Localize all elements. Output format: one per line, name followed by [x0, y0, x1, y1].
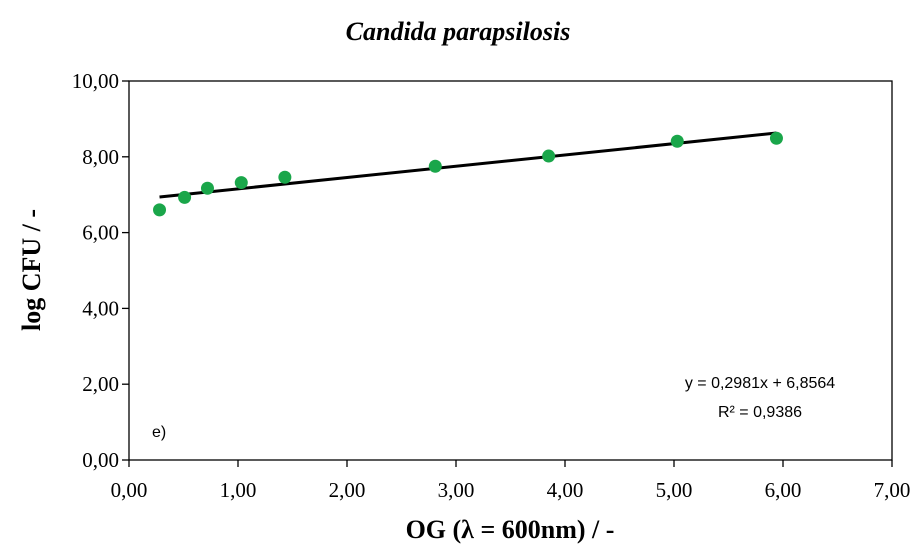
r-squared-label: R² = 0,9386 — [718, 404, 802, 421]
plot-area: 0,00 2,00 4,00 6,00 8,00 10,00 0,00 1,00 2,00 3,0… — [72, 69, 911, 502]
x-tick-label: 7,00 — [874, 478, 911, 502]
x-tick-label: 3,00 — [438, 478, 475, 502]
chart-title: Candida parapsilosis — [346, 17, 571, 46]
data-point — [234, 176, 248, 190]
data-point — [542, 149, 556, 163]
trendline-equation: y = 0,2981x + 6,8564 — [685, 375, 835, 392]
data-point — [200, 181, 214, 195]
y-tick-label: 8,00 — [82, 145, 119, 169]
plot-border — [128, 80, 893, 461]
x-tick-label: 0,00 — [111, 478, 148, 502]
trendline — [159, 131, 777, 199]
x-tick-label: 5,00 — [656, 478, 693, 502]
y-tick-label: 0,00 — [82, 448, 119, 472]
x-tick-label: 2,00 — [329, 478, 366, 502]
y-tick-label: 6,00 — [82, 221, 119, 245]
y-tick-label: 10,00 — [72, 69, 119, 93]
x-axis-label: OG (λ = 600nm) / - — [406, 515, 615, 544]
x-tick-label: 6,00 — [765, 478, 802, 502]
data-point — [178, 190, 192, 204]
panel-label: e) — [152, 424, 166, 441]
data-point — [769, 131, 783, 145]
x-tick-label: 4,00 — [547, 478, 584, 502]
data-point — [670, 134, 684, 148]
x-tick-label: 1,00 — [220, 478, 257, 502]
y-tick-label: 2,00 — [82, 372, 119, 396]
y-tick-label: 4,00 — [82, 296, 119, 320]
data-point — [428, 159, 442, 173]
data-point — [153, 203, 167, 217]
data-point — [278, 170, 292, 184]
y-axis-label: log CFU / - — [17, 209, 46, 331]
